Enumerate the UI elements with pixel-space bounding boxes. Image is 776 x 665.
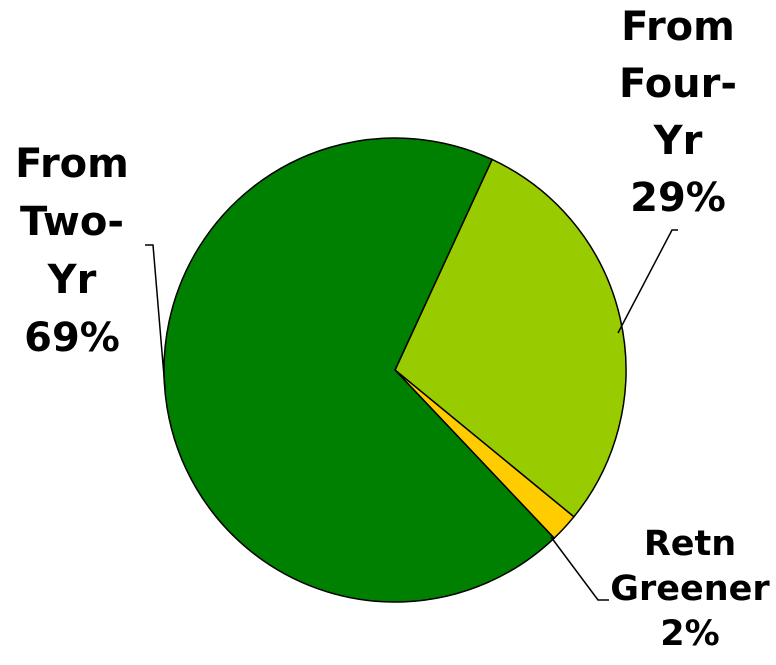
data-label-name-line: From — [15, 141, 129, 187]
data-label-percent: 2% — [660, 614, 719, 654]
data-label-name-line: Four- — [619, 61, 737, 107]
pie-slices — [163, 137, 627, 603]
data-label-name-line: Retn — [644, 524, 736, 564]
leader-line — [145, 244, 166, 389]
data-label-name-line: Greener — [610, 569, 770, 609]
leader-line — [617, 229, 678, 334]
pie-slice-from-two-yr — [163, 137, 555, 603]
data-label-name-line: Two- — [20, 199, 124, 245]
leader-line — [550, 536, 609, 601]
data-label-percent: 69% — [24, 315, 120, 361]
data-label-name-line: Yr — [653, 118, 703, 164]
data-label-percent: 29% — [630, 175, 726, 221]
data-label: From Two- Yr 69% — [15, 141, 129, 361]
data-label-name-line: From — [621, 4, 735, 50]
leader-lines — [145, 229, 678, 601]
data-label-name-line: Yr — [47, 257, 97, 303]
pie-slice-from-four-yr — [394, 158, 627, 518]
data-labels: From Four- Yr 29% Retn Greener 2% From Two- Yr 69% — [15, 4, 770, 654]
data-label: From Four- Yr 29% — [619, 4, 737, 221]
data-label: Retn Greener 2% — [610, 524, 770, 654]
